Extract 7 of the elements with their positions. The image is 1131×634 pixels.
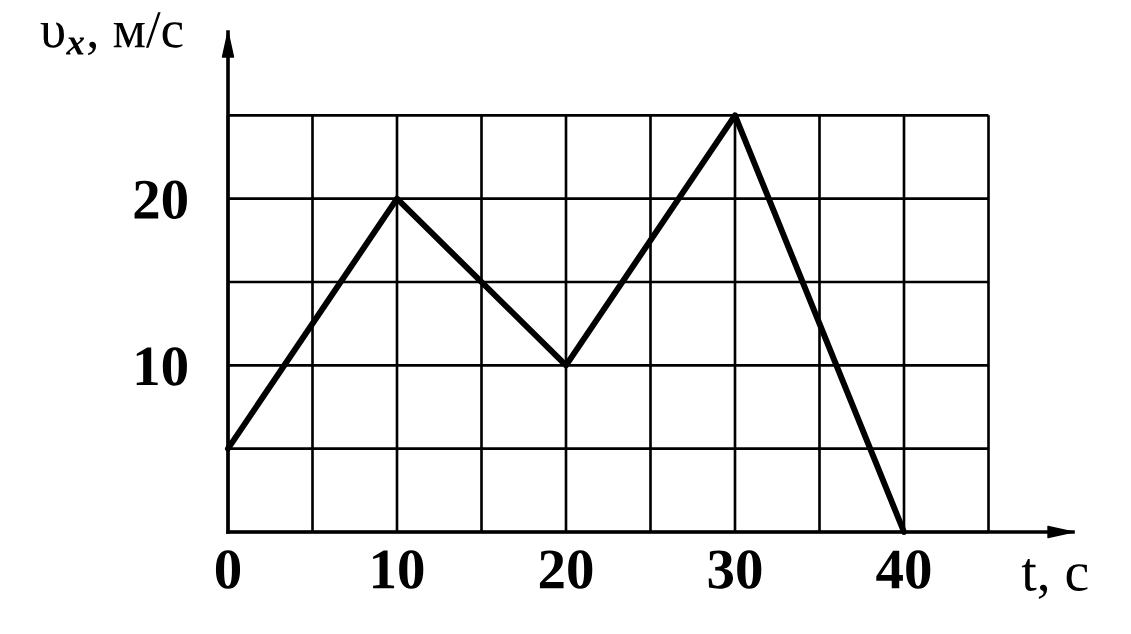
x-tick-label: 40 bbox=[876, 550, 931, 589]
x-tick-label: 30 bbox=[708, 550, 762, 589]
y-axis-title: υ$_{x}$, м/с bbox=[40, 12, 183, 56]
x-tick-label: 20 bbox=[539, 550, 593, 589]
x-tick-label: 10 bbox=[373, 550, 424, 589]
x-axis-title: t, с bbox=[1021, 559, 1088, 599]
x-tick-label: 0 bbox=[215, 550, 241, 589]
